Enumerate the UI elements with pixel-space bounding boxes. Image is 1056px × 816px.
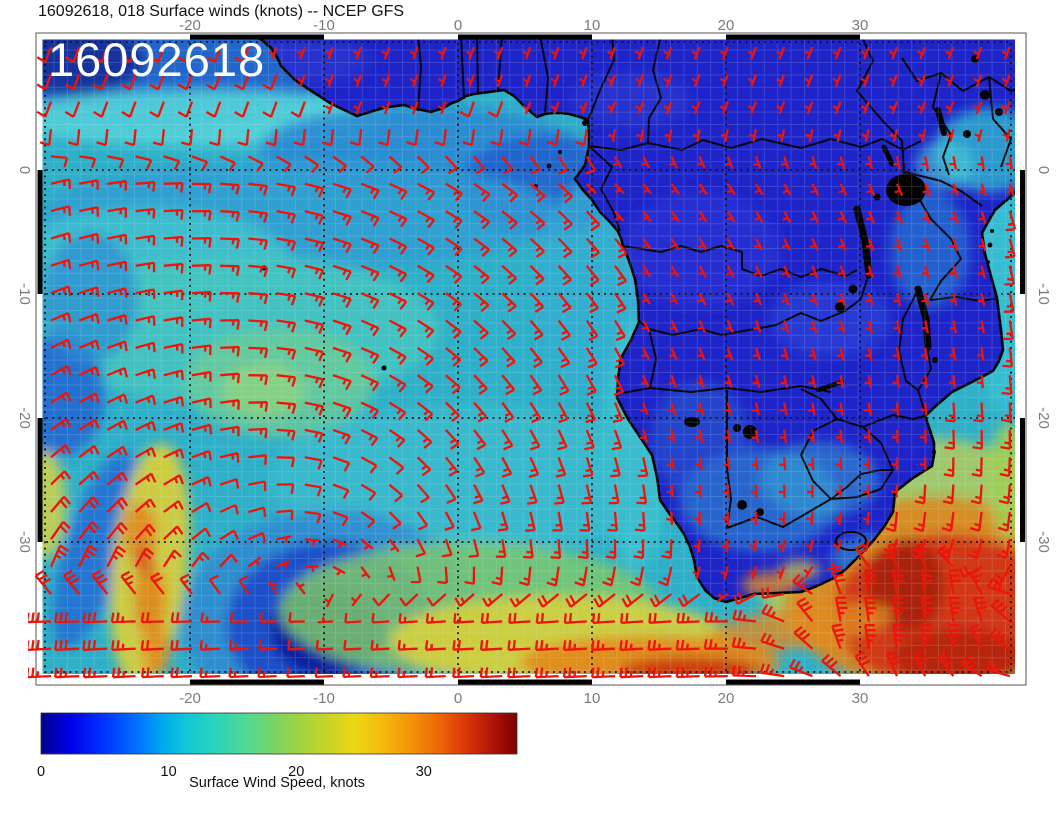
x-tick-label-top: 30 [852, 17, 869, 34]
colorbar-tick-label: 20 [288, 764, 304, 780]
y-tick-label-left: -10 [16, 283, 33, 305]
x-tick-label-top: -10 [313, 17, 335, 34]
y-tick-label-left: -20 [16, 407, 33, 429]
timestamp-overlay: 16092618 [48, 33, 266, 86]
y-tick-label-right: -10 [1035, 283, 1052, 305]
x-tick-label-top: 10 [584, 17, 601, 34]
y-tick-label-right: 0 [1035, 166, 1052, 174]
colorbar-gradient [40, 712, 518, 755]
x-tick-label-top: 20 [718, 17, 735, 34]
colorbar-tick-label: 30 [416, 764, 432, 780]
colorbar-tick-label: 0 [37, 764, 45, 780]
x-tick-label-bottom: 20 [718, 690, 735, 707]
x-tick-label-top: -20 [179, 17, 201, 34]
y-tick-label-left: -30 [16, 531, 33, 553]
x-tick-label-bottom: 30 [852, 690, 869, 707]
chart-title: 16092618, 018 Surface winds (knots) -- N… [38, 3, 405, 20]
x-tick-label-bottom: -20 [179, 690, 201, 707]
colorbar-tick-label: 10 [161, 764, 177, 780]
x-tick-label-top: 0 [454, 17, 462, 34]
y-tick-label-right: -20 [1035, 407, 1052, 429]
axis-labels: -20 -20 -10 -10 0 0 10 10 20 20 30 30 0 0 -10 -10 -20 -20… [16, 17, 1052, 707]
y-tick-label-left: 0 [16, 166, 33, 174]
colorbar-label: Surface Wind Speed, knots [189, 775, 365, 791]
y-tick-label-right: -30 [1035, 531, 1052, 553]
x-tick-label-bottom: 10 [584, 690, 601, 707]
map-frame [35, 32, 1027, 686]
wind-speed-field [40, 37, 1015, 674]
wind-barbs [28, 46, 1017, 679]
x-tick-label-bottom: 0 [454, 690, 462, 707]
x-tick-label-bottom: -10 [313, 690, 335, 707]
